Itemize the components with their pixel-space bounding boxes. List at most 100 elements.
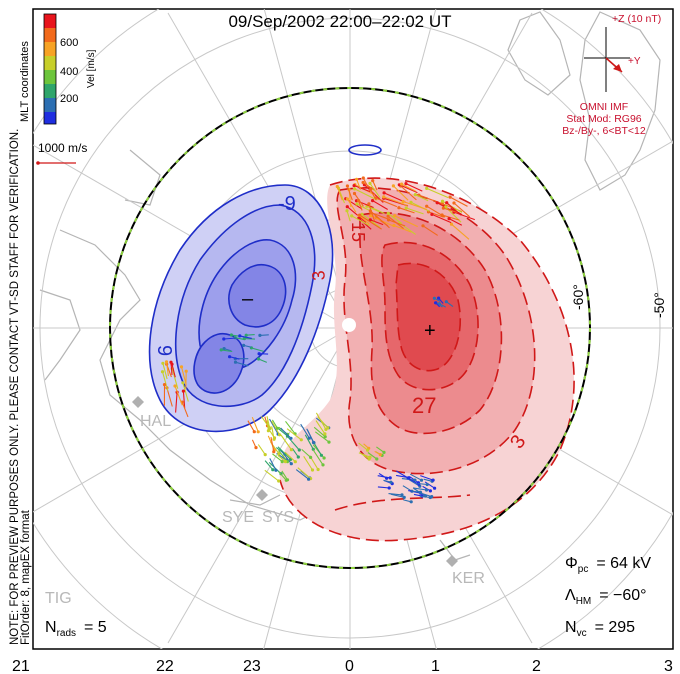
velocity-vector-origin bbox=[244, 333, 248, 337]
velocity-vector-origin bbox=[353, 187, 357, 191]
velocity-vector bbox=[271, 420, 281, 436]
velocity-vector bbox=[317, 416, 329, 429]
velocity-vector bbox=[297, 467, 311, 480]
velocity-vector bbox=[377, 486, 390, 489]
velocity-vector bbox=[396, 474, 410, 479]
velocity-vector bbox=[278, 450, 288, 462]
imf-clock: +Z (10 nT) +Y OMNI IMF Stat Mod: RG96 Bz… bbox=[562, 13, 661, 137]
velocity-vector bbox=[415, 194, 429, 202]
velocity-vector bbox=[346, 210, 351, 222]
imf-line-2: Stat Mod: RG96 bbox=[566, 113, 641, 125]
station-tig: TIG bbox=[45, 590, 72, 607]
velocity-vector bbox=[346, 198, 357, 213]
velocity-vector-origin bbox=[388, 476, 392, 480]
contour-label-15: 15 bbox=[348, 222, 368, 242]
velocity-vector bbox=[239, 335, 252, 339]
velocity-vector bbox=[235, 361, 249, 367]
velocity-vector bbox=[306, 429, 314, 443]
velocity-vector-origin bbox=[335, 184, 339, 189]
velocity-vector-origin bbox=[386, 218, 391, 222]
velocity-vector-origin bbox=[445, 201, 449, 205]
velocity-vector bbox=[277, 427, 288, 437]
velocity-vector-origin bbox=[441, 206, 445, 210]
velocity-vector-origin bbox=[368, 181, 372, 185]
velocity-vector bbox=[269, 418, 279, 435]
velocity-vector-origin bbox=[430, 495, 434, 499]
velocity-vector bbox=[278, 471, 287, 481]
imf-y-label: +Y bbox=[628, 56, 641, 67]
velocity-vector-origin bbox=[257, 357, 261, 361]
velocity-vector bbox=[419, 495, 431, 499]
velocity-vector bbox=[277, 454, 286, 463]
velocity-vector-origin bbox=[266, 429, 270, 433]
velocity-vector bbox=[446, 202, 462, 216]
velocity-vector bbox=[443, 207, 459, 214]
velocity-vector bbox=[336, 186, 343, 201]
velocity-vector-origin bbox=[277, 452, 281, 456]
velocity-vector bbox=[337, 187, 346, 204]
velocity-vector-origin bbox=[400, 493, 404, 497]
velocity-vector-origin bbox=[430, 212, 434, 216]
velocity-vector-origin bbox=[401, 199, 405, 204]
velocity-vector-origin bbox=[345, 197, 349, 201]
velocity-vector-origin bbox=[375, 457, 379, 461]
velocity-vector bbox=[453, 202, 471, 218]
velocity-vector-origin bbox=[229, 333, 233, 337]
velocity-vector-origin bbox=[277, 479, 281, 483]
velocity-vector bbox=[375, 197, 398, 208]
velocity-vector-origin bbox=[424, 488, 429, 492]
contour-label-neg9-top: -9 bbox=[278, 193, 296, 215]
velocity-vector-origin bbox=[421, 224, 425, 228]
svg-text:ΛHM= −60°: ΛHM = −60° bbox=[565, 587, 647, 607]
velocity-vector bbox=[357, 200, 363, 211]
velocity-vector-origin bbox=[378, 453, 382, 457]
velocity-vector-origin bbox=[419, 478, 424, 482]
velocity-vector bbox=[171, 368, 179, 389]
velocity-vector-origin bbox=[440, 199, 445, 203]
velocity-vector-origin bbox=[437, 302, 441, 306]
scale-vector-origin bbox=[36, 161, 40, 165]
velocity-vector bbox=[412, 487, 427, 491]
velocity-vector-origin bbox=[425, 186, 429, 190]
velocity-vector-origin bbox=[228, 355, 232, 359]
negative-potential-cell bbox=[148, 184, 334, 433]
velocity-vector-origin bbox=[409, 200, 413, 204]
scale-label: 1000 m/s bbox=[38, 141, 87, 155]
contour-label-neg9-left: 9 bbox=[153, 345, 175, 356]
velocity-vector-origin bbox=[361, 176, 365, 180]
velocity-vector-origin bbox=[433, 486, 437, 490]
velocity-vector-origin bbox=[413, 478, 417, 482]
velocity-vector-origin bbox=[284, 478, 288, 482]
velocity-colorbar: 600 400 200 Vel [m/s] bbox=[43, 13, 97, 125]
velocity-vector bbox=[359, 214, 382, 230]
velocity-vector bbox=[251, 347, 264, 352]
imf-line-3: Bz-/By-, 6<BT<12 bbox=[562, 125, 646, 137]
velocity-vector-origin bbox=[309, 455, 313, 459]
velocity-vector-origin bbox=[310, 468, 315, 472]
velocity-vector-origin bbox=[289, 436, 293, 440]
velocity-vector bbox=[393, 224, 412, 233]
velocity-vector bbox=[314, 431, 330, 443]
velocity-vector-origin bbox=[323, 435, 327, 439]
svg-text:Φpc= 64 kV: Φpc = 64 kV bbox=[565, 555, 651, 575]
velocity-vector-origin bbox=[222, 337, 226, 341]
velocity-vector bbox=[369, 183, 381, 199]
velocity-vector-origin bbox=[393, 214, 397, 218]
velocity-vector-origin bbox=[345, 209, 349, 213]
velocity-vector bbox=[312, 449, 324, 466]
velocity-vector-origin bbox=[391, 184, 395, 188]
mlt-label-3: 3 bbox=[664, 658, 673, 674]
velocity-vector bbox=[369, 210, 390, 229]
velocity-vector-origin bbox=[278, 433, 282, 437]
velocity-vector bbox=[286, 435, 300, 451]
positive-contours bbox=[279, 177, 575, 542]
velocity-vector bbox=[229, 356, 240, 360]
velocity-vector bbox=[269, 458, 277, 471]
velocity-vector-origin bbox=[321, 463, 325, 467]
stat-phi-pc: Φpc = 64 kV bbox=[565, 555, 651, 575]
velocity-vector-origin bbox=[386, 211, 390, 215]
velocity-vector bbox=[398, 207, 415, 214]
velocity-vector-origin bbox=[369, 214, 373, 218]
small-negative-contour bbox=[348, 144, 382, 156]
velocity-vector-origin bbox=[404, 182, 408, 186]
